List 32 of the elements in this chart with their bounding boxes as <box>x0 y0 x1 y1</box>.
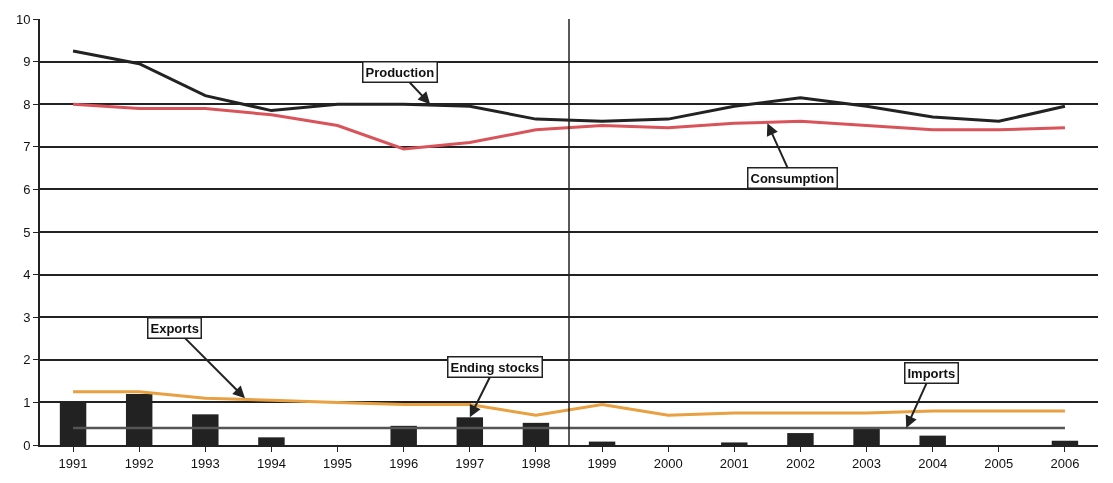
x-tick-label: 1999 <box>587 455 617 471</box>
y-tick-label: 10 <box>15 11 31 27</box>
y-tick-label: 6 <box>23 181 31 197</box>
x-tick-label: 1995 <box>323 455 353 471</box>
x-tick-label: 2003 <box>852 455 882 471</box>
annotation: Consumption <box>750 170 835 186</box>
x-tick-label: 2006 <box>1050 455 1080 471</box>
x-tick-label: 2005 <box>984 455 1014 471</box>
y-tick-label: 9 <box>23 54 31 70</box>
annotation: Production <box>365 64 435 80</box>
x-tick-label: 2002 <box>785 455 815 471</box>
x-tick-label: 1994 <box>256 455 286 471</box>
y-tick-label: 4 <box>23 267 31 283</box>
y-tick-label: 0 <box>23 437 31 453</box>
annotation: Exports <box>150 320 199 336</box>
x-tick-label: 1991 <box>58 455 88 471</box>
y-tick-label: 7 <box>23 139 31 155</box>
x-tick-label: 2001 <box>719 455 749 471</box>
y-tick-label: 3 <box>23 309 31 325</box>
x-tick-label: 2004 <box>918 455 948 471</box>
x-tick-label: 1997 <box>455 455 485 471</box>
y-tick-label: 1 <box>23 394 31 410</box>
x-tick-label: 2000 <box>653 455 683 471</box>
annotation: Ending stocks <box>450 359 540 375</box>
y-tick-label: 8 <box>23 96 31 112</box>
x-tick-label: 1993 <box>190 455 220 471</box>
x-tick-label: 1992 <box>124 455 154 471</box>
x-tick-label: 1998 <box>521 455 551 471</box>
y-tick-label: 2 <box>23 352 31 368</box>
x-tick-label: 1996 <box>389 455 419 471</box>
y-tick-label: 5 <box>23 224 31 240</box>
annotation: Imports <box>907 365 956 381</box>
